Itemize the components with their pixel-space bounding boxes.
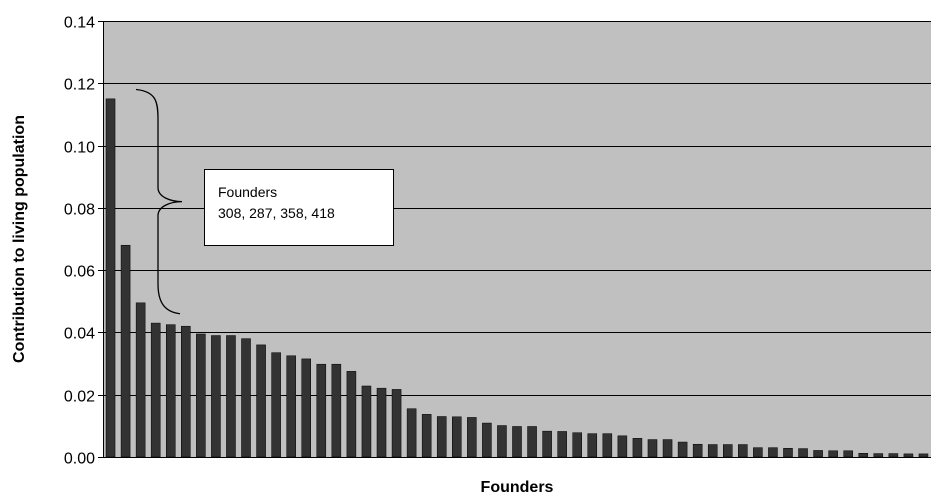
bar	[436, 416, 447, 458]
bar	[888, 453, 899, 458]
bar	[406, 408, 417, 458]
bar	[753, 447, 763, 458]
bar	[105, 98, 116, 458]
bar	[467, 417, 477, 458]
y-tick-label: 0.08	[64, 202, 95, 219]
y-tick-label: 0.02	[64, 389, 95, 406]
bar	[391, 389, 402, 458]
founders-annotation-box: Founders 308, 287, 358, 418	[204, 169, 394, 246]
bar	[331, 363, 342, 458]
bar	[181, 325, 191, 458]
y-tick-label: 0.06	[64, 264, 95, 281]
founders-bracket	[135, 88, 183, 315]
bar	[150, 322, 161, 458]
bar	[632, 438, 643, 458]
y-tick-label: 0.10	[64, 140, 95, 157]
y-tick-label: 0.00	[64, 451, 95, 468]
bar	[662, 439, 673, 458]
annotation-founder-ids: 308, 287, 358, 418	[218, 205, 335, 221]
bar	[572, 432, 582, 458]
bar	[918, 453, 929, 458]
annotation-box	[204, 169, 394, 246]
y-tick-label: 0.12	[64, 77, 95, 94]
bar	[707, 444, 718, 458]
bar	[120, 244, 131, 458]
bar	[738, 444, 748, 458]
bar	[602, 433, 613, 458]
bar	[271, 352, 281, 458]
bar	[452, 416, 462, 458]
bar	[828, 450, 838, 458]
bar	[692, 443, 703, 458]
bar	[346, 371, 357, 458]
bar	[497, 425, 507, 458]
x-axis-title: Founders	[481, 479, 554, 496]
bar	[557, 431, 567, 458]
y-axis-ticks: 0.00 0.02 0.04 0.06 0.08 0.10 0.12 0.14	[64, 15, 103, 468]
bar	[903, 453, 914, 458]
bar	[858, 453, 869, 458]
bar	[211, 335, 221, 458]
bar	[798, 448, 808, 458]
bar	[421, 414, 432, 458]
bar	[813, 450, 823, 458]
bar	[226, 335, 236, 458]
bar	[527, 426, 537, 458]
bar	[873, 453, 884, 458]
bar	[316, 363, 327, 458]
bars	[105, 98, 929, 458]
bar	[482, 422, 492, 458]
bar	[361, 385, 372, 458]
bar	[301, 358, 312, 458]
bar	[135, 302, 146, 458]
bar	[768, 447, 778, 458]
bar	[286, 355, 296, 458]
bar	[165, 324, 176, 458]
bar	[677, 441, 688, 458]
bar	[256, 344, 266, 458]
bar	[241, 338, 251, 458]
bar	[647, 439, 658, 458]
y-axis-title: Contribution to living population	[11, 115, 28, 363]
bar	[617, 435, 628, 458]
bar	[376, 387, 387, 458]
y-tick-label: 0.14	[64, 15, 95, 32]
annotation-title: Founders	[218, 184, 277, 200]
bar	[512, 426, 522, 458]
bar	[196, 333, 206, 458]
bar	[722, 444, 733, 458]
bar	[542, 430, 552, 458]
bar	[843, 450, 853, 458]
bar	[783, 448, 793, 458]
y-tick-label: 0.04	[64, 326, 95, 343]
bar	[587, 433, 598, 458]
